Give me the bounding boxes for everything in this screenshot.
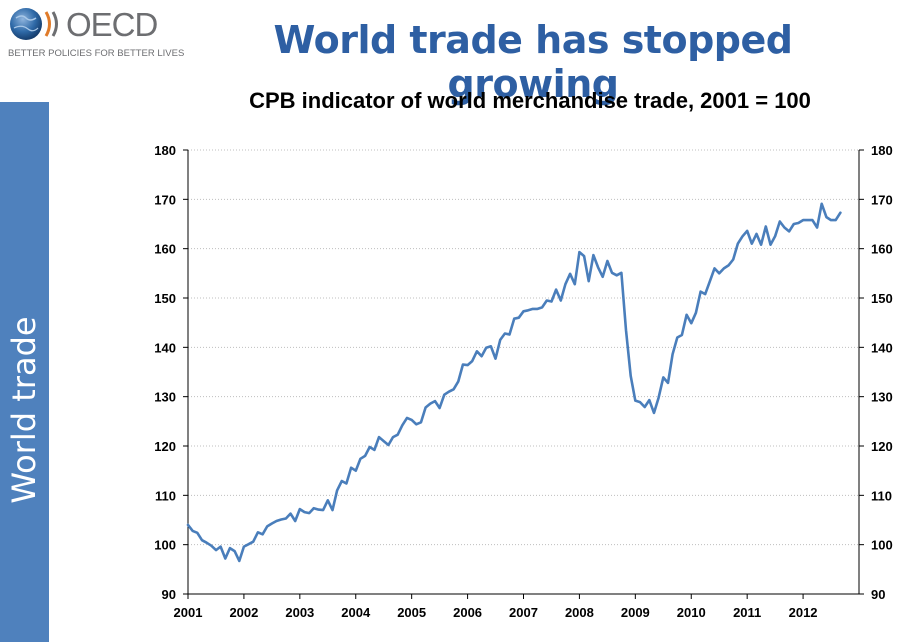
y-tick-label-right: 140 xyxy=(871,340,893,355)
globe-icon xyxy=(10,8,58,40)
y-tick-label-right: 150 xyxy=(871,291,893,306)
x-tick-label: 2012 xyxy=(789,605,818,620)
y-tick-label: 150 xyxy=(154,291,176,306)
y-tick-label: 90 xyxy=(162,587,176,602)
y-tick-label-right: 170 xyxy=(871,192,893,207)
x-tick-label: 2002 xyxy=(229,605,258,620)
y-tick-label-right: 90 xyxy=(871,587,885,602)
slide-headline: World trade has stopped growing xyxy=(273,18,793,106)
x-tick-label: 2007 xyxy=(509,605,538,620)
x-tick-label: 2006 xyxy=(453,605,482,620)
y-tick-label-right: 100 xyxy=(871,538,893,553)
y-tick-label: 100 xyxy=(154,538,176,553)
chart-title: CPB indicator of world merchandise trade… xyxy=(249,88,811,113)
x-tick-label: 2004 xyxy=(341,605,371,620)
y-tick-label-right: 110 xyxy=(871,488,892,503)
x-tick-label: 2005 xyxy=(397,605,426,620)
y-tick-label-right: 160 xyxy=(871,242,893,257)
x-tick-label: 2011 xyxy=(733,605,761,620)
x-tick-label: 2001 xyxy=(174,605,203,620)
y-tick-label-right: 180 xyxy=(871,143,893,158)
series-line-world-trade xyxy=(186,202,842,563)
logo-wordmark: OECD xyxy=(66,6,158,43)
x-tick-label: 2008 xyxy=(565,605,594,620)
sidebar-band xyxy=(0,102,49,642)
y-tick-label: 180 xyxy=(154,143,176,158)
logo-tagline: BETTER POLICIES FOR BETTER LIVES xyxy=(8,48,185,59)
x-tick-label: 2010 xyxy=(677,605,706,620)
y-tick-label-right: 120 xyxy=(871,439,893,454)
y-tick-label: 140 xyxy=(154,340,176,355)
y-tick-label: 130 xyxy=(154,390,176,405)
y-tick-label: 110 xyxy=(155,488,176,503)
oecd-logo: OECD BETTER POLICIES FOR BETTER LIVES xyxy=(8,4,198,64)
y-tick-label: 120 xyxy=(154,439,176,454)
y-tick-label: 170 xyxy=(154,192,176,207)
y-tick-label-right: 130 xyxy=(871,390,893,405)
x-tick-label: 2009 xyxy=(621,605,650,620)
y-tick-label: 160 xyxy=(154,242,176,257)
x-tick-label: 2003 xyxy=(285,605,314,620)
